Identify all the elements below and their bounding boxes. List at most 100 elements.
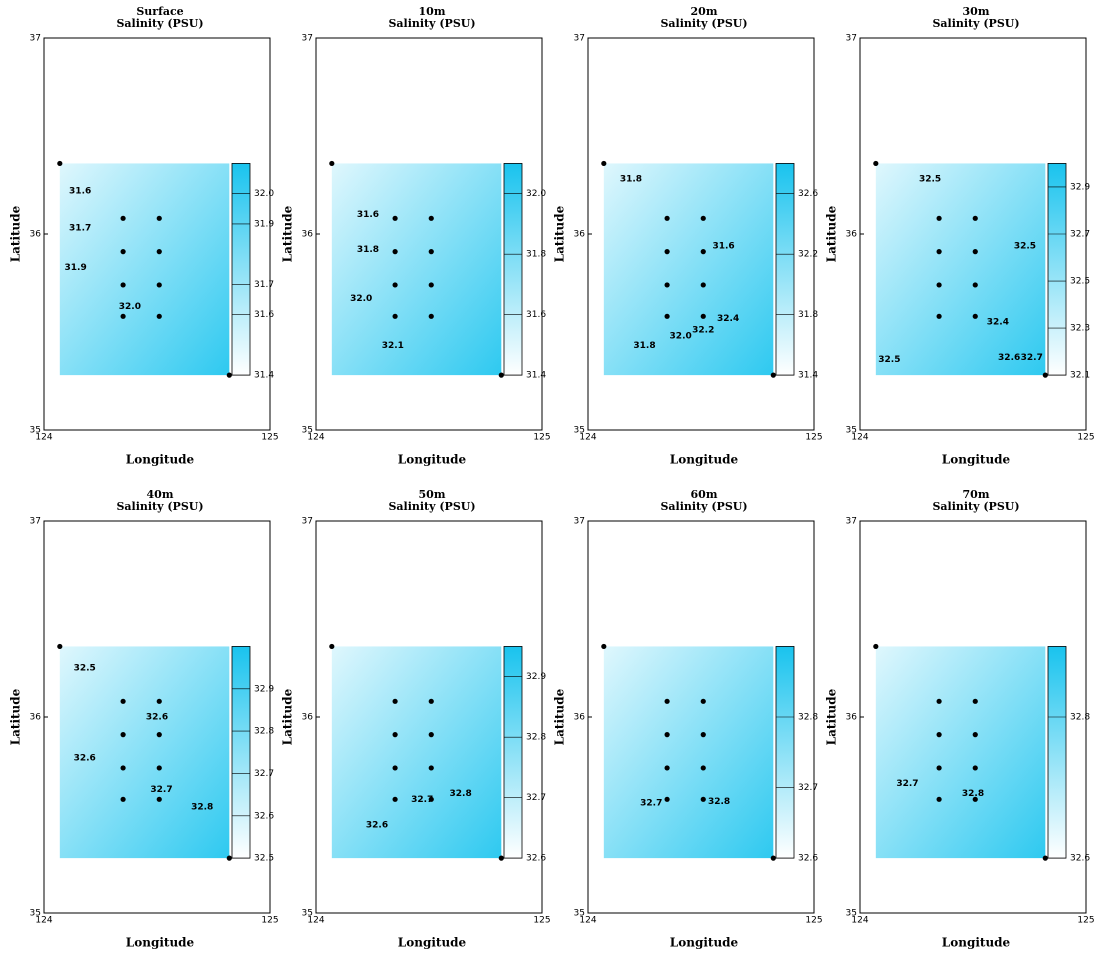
contour-label: 31.8 bbox=[357, 245, 379, 255]
y-axis-label: Latitude bbox=[825, 688, 839, 745]
station bbox=[664, 796, 670, 802]
salinity-field bbox=[875, 163, 1046, 376]
panel-title: 30m bbox=[963, 5, 990, 18]
x-tick-label: 125 bbox=[805, 916, 822, 926]
x-axis-label: Longitude bbox=[126, 936, 195, 950]
station bbox=[392, 282, 398, 288]
y-axis-label: Latitude bbox=[281, 688, 295, 745]
y-tick-label: 35 bbox=[30, 426, 41, 436]
station bbox=[57, 643, 63, 650]
contour-label: 32.5 bbox=[919, 175, 941, 185]
y-axis-label: Latitude bbox=[825, 205, 839, 262]
salinity-field bbox=[331, 163, 502, 376]
colorbar-tick-label: 31.8 bbox=[798, 310, 818, 320]
panel-subtitle: Salinity (PSU) bbox=[660, 500, 747, 513]
panel-title: Surface bbox=[136, 5, 183, 18]
x-tick-label: 124 bbox=[307, 916, 324, 926]
station bbox=[936, 313, 942, 319]
station bbox=[770, 855, 776, 861]
station bbox=[120, 215, 126, 221]
colorbar-tick-label: 32.5 bbox=[1070, 277, 1090, 287]
station bbox=[873, 643, 879, 650]
y-tick-label: 37 bbox=[574, 517, 585, 527]
colorbar bbox=[775, 163, 795, 376]
station bbox=[664, 732, 670, 738]
station bbox=[770, 372, 776, 378]
colorbar bbox=[1047, 646, 1067, 859]
station bbox=[226, 372, 232, 378]
y-tick-label: 37 bbox=[302, 517, 313, 527]
contour-label: 32.7 bbox=[150, 785, 172, 795]
x-tick-label: 125 bbox=[1077, 916, 1094, 926]
station bbox=[329, 643, 335, 650]
contour-label: 32.7 bbox=[411, 795, 433, 805]
station bbox=[936, 698, 942, 704]
colorbar bbox=[231, 646, 251, 859]
station bbox=[936, 282, 942, 288]
panel-subtitle: Salinity (PSU) bbox=[116, 17, 203, 30]
station bbox=[392, 698, 398, 704]
contour-label: 32.8 bbox=[450, 789, 472, 799]
station bbox=[972, 796, 978, 802]
station bbox=[664, 765, 670, 771]
colorbar-tick-label: 32.0 bbox=[526, 189, 546, 199]
station bbox=[428, 313, 434, 319]
x-tick-label: 124 bbox=[579, 916, 596, 926]
panel-title: 70m bbox=[963, 488, 990, 501]
colorbar-tick-label: 32.7 bbox=[526, 793, 546, 803]
station bbox=[156, 313, 162, 319]
panel-subtitle: Salinity (PSU) bbox=[660, 17, 747, 30]
colorbar-tick-label: 32.9 bbox=[526, 672, 546, 682]
y-axis-label: Latitude bbox=[9, 688, 23, 745]
station bbox=[156, 215, 162, 221]
panel-subtitle: Salinity (PSU) bbox=[932, 17, 1019, 30]
panel-title: 20m bbox=[691, 5, 718, 18]
colorbar-tick-label: 31.8 bbox=[526, 250, 546, 260]
y-tick-label: 36 bbox=[846, 230, 858, 240]
colorbar bbox=[775, 646, 795, 859]
station bbox=[392, 796, 398, 802]
x-tick-label: 125 bbox=[805, 433, 822, 443]
colorbar-tick-label: 32.6 bbox=[526, 854, 546, 864]
station bbox=[972, 249, 978, 255]
station bbox=[428, 796, 434, 802]
colorbar-tick-label: 32.1 bbox=[1070, 371, 1090, 381]
station bbox=[936, 215, 942, 221]
station bbox=[120, 249, 126, 255]
y-tick-label: 35 bbox=[302, 426, 313, 436]
station bbox=[428, 732, 434, 738]
colorbar-tick-label: 32.7 bbox=[1070, 230, 1090, 240]
station bbox=[392, 249, 398, 255]
panel-title: 50m bbox=[419, 488, 446, 501]
x-tick-label: 125 bbox=[261, 433, 278, 443]
x-tick-label: 124 bbox=[35, 916, 52, 926]
colorbar-tick-label: 32.8 bbox=[526, 733, 546, 743]
colorbar-tick-label: 32.3 bbox=[1070, 324, 1090, 334]
y-tick-label: 37 bbox=[30, 517, 41, 527]
station bbox=[120, 732, 126, 738]
colorbar-tick-label: 31.4 bbox=[254, 371, 274, 381]
contour-label: 32.4 bbox=[987, 318, 1009, 328]
station bbox=[972, 313, 978, 319]
station bbox=[120, 765, 126, 771]
panel-subtitle: Salinity (PSU) bbox=[388, 17, 475, 30]
colorbar-tick-label: 32.8 bbox=[254, 727, 274, 737]
station bbox=[700, 796, 706, 802]
station bbox=[392, 765, 398, 771]
station bbox=[428, 249, 434, 255]
contour-label: 32.0 bbox=[350, 294, 372, 304]
x-axis-label: Longitude bbox=[670, 936, 739, 950]
station bbox=[972, 698, 978, 704]
y-tick-label: 37 bbox=[302, 34, 313, 44]
y-axis-label: Latitude bbox=[9, 205, 23, 262]
contour-label: 32.8 bbox=[962, 789, 984, 799]
station bbox=[1042, 372, 1048, 378]
x-tick-label: 125 bbox=[533, 433, 550, 443]
contour-label: 32.5 bbox=[74, 664, 96, 674]
